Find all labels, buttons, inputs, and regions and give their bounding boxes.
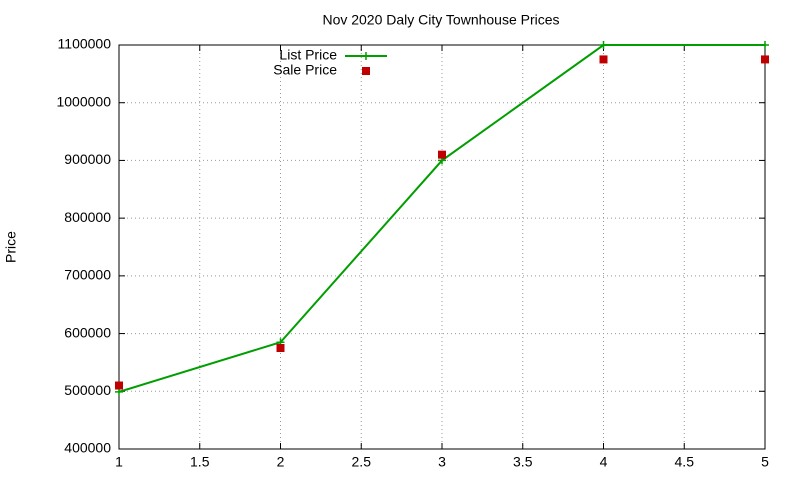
legend-label: Sale Price — [273, 62, 337, 78]
legend-label: List Price — [279, 47, 337, 63]
legend-swatch — [362, 52, 370, 60]
point — [599, 55, 608, 64]
y-tick-label: 900000 — [64, 151, 111, 167]
y-tick-label: 700000 — [64, 267, 111, 283]
y-tick-label: 400000 — [64, 440, 111, 456]
legend-swatch — [362, 67, 370, 75]
point — [276, 344, 285, 352]
x-tick-label: 5 — [761, 454, 769, 470]
x-tick-label: 4.5 — [675, 454, 695, 470]
x-tick-label: 1.5 — [190, 454, 210, 470]
x-tick-label: 1 — [115, 454, 123, 470]
point — [599, 41, 608, 49]
x-tick-label: 3 — [438, 454, 446, 470]
y-tick-label: 600000 — [64, 324, 111, 340]
x-tick-label: 2.5 — [352, 454, 372, 470]
plot-frame — [118, 44, 766, 450]
point — [115, 381, 123, 390]
x-tick-label: 2 — [277, 454, 285, 470]
y-axis-label: Price — [3, 231, 19, 263]
point — [438, 150, 446, 159]
point — [761, 41, 769, 49]
x-tick-label: 4 — [600, 454, 608, 470]
y-tick-label: 500000 — [64, 382, 111, 398]
y-tick-label: 800000 — [64, 209, 111, 225]
point — [761, 55, 769, 64]
x-tick-label: 3.5 — [513, 454, 533, 470]
y-tick-label: 1000000 — [56, 93, 111, 109]
y-tick-label: 1100000 — [58, 36, 112, 52]
chart-title: Nov 2020 Daly City Townhouse Prices — [322, 12, 559, 28]
